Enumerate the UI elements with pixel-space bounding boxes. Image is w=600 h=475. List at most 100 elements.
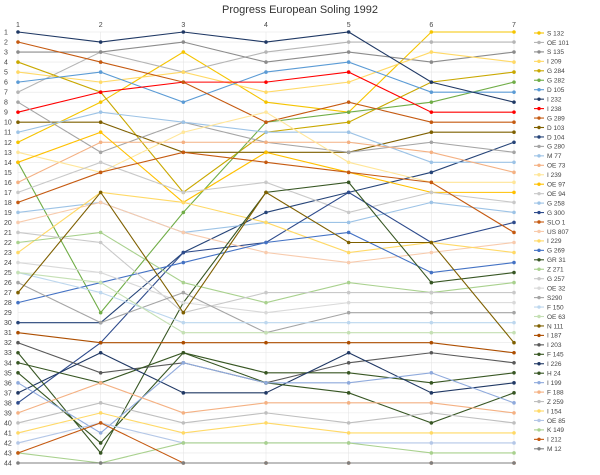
data-point bbox=[16, 280, 20, 285]
legend-item: OE 97 bbox=[534, 182, 566, 189]
legend-label: I 239 bbox=[547, 172, 562, 179]
data-point bbox=[346, 360, 351, 365]
data-point bbox=[512, 381, 516, 385]
y-tick-label: 28 bbox=[4, 300, 12, 307]
y-tick-label: 1 bbox=[4, 30, 8, 37]
legend-swatch-marker bbox=[537, 333, 541, 338]
legend-item: I 229 bbox=[534, 238, 562, 245]
data-point bbox=[429, 180, 434, 185]
legend-label: G 258 bbox=[547, 200, 565, 207]
data-point bbox=[512, 40, 516, 44]
series-g-257 bbox=[16, 230, 516, 315]
data-point bbox=[512, 411, 516, 415]
legend-item: GR 31 bbox=[534, 257, 566, 264]
y-tick-label: 22 bbox=[4, 240, 12, 247]
y-axis-ticks: 1234567891011121314151617181920212223242… bbox=[4, 30, 12, 468]
legend-label: I 203 bbox=[547, 342, 562, 349]
data-point bbox=[512, 330, 516, 335]
data-point bbox=[98, 451, 103, 455]
data-point bbox=[264, 411, 268, 415]
data-point bbox=[429, 451, 434, 455]
legend-item: F 150 bbox=[534, 304, 564, 311]
data-point bbox=[264, 70, 268, 74]
data-point bbox=[429, 340, 434, 345]
series-i-232 bbox=[16, 30, 516, 104]
data-point bbox=[429, 90, 434, 94]
data-point bbox=[346, 300, 351, 305]
data-point bbox=[346, 320, 351, 325]
data-point bbox=[346, 50, 351, 54]
legend-label: I 187 bbox=[547, 333, 562, 340]
legend-item: G 258 bbox=[534, 200, 565, 207]
data-point bbox=[16, 300, 20, 305]
data-point bbox=[264, 100, 268, 104]
data-point bbox=[16, 441, 20, 445]
data-point bbox=[264, 300, 268, 305]
data-point bbox=[264, 50, 268, 54]
data-point bbox=[346, 240, 351, 245]
data-point bbox=[98, 421, 103, 425]
data-point bbox=[264, 401, 268, 405]
legend-label: G 269 bbox=[547, 248, 565, 255]
y-tick-label: 3 bbox=[4, 50, 8, 57]
data-point bbox=[181, 350, 186, 355]
series-i-187 bbox=[16, 330, 516, 355]
legend-label: G 257 bbox=[547, 276, 565, 283]
series-oe-63 bbox=[16, 270, 516, 335]
data-point bbox=[181, 130, 186, 135]
data-point bbox=[181, 431, 186, 435]
legend-swatch-marker bbox=[537, 97, 541, 101]
legend-swatch-marker bbox=[537, 343, 541, 347]
y-tick-label: 41 bbox=[4, 430, 12, 437]
y-tick-label: 24 bbox=[4, 260, 12, 267]
legend-label: OE 97 bbox=[547, 182, 566, 189]
data-point bbox=[512, 150, 516, 155]
data-point bbox=[98, 280, 103, 285]
gridlines bbox=[17, 31, 515, 464]
y-tick-label: 26 bbox=[4, 280, 12, 287]
y-tick-label: 27 bbox=[4, 290, 12, 297]
y-tick-label: 36 bbox=[4, 380, 12, 387]
legend-item: G 257 bbox=[534, 276, 565, 283]
legend-swatch-marker bbox=[537, 248, 541, 253]
legend-swatch-marker bbox=[537, 380, 541, 385]
data-point bbox=[98, 411, 103, 415]
data-point bbox=[429, 310, 434, 315]
legend-item: F 145 bbox=[534, 352, 564, 359]
legend-swatch-marker bbox=[537, 324, 541, 328]
legend: S 132 OE 101 S 135 I 209 G 284 G 282 D 105 I 23… bbox=[534, 30, 569, 453]
data-point bbox=[512, 240, 516, 245]
data-point bbox=[346, 100, 351, 104]
legend-swatch-marker bbox=[537, 220, 541, 224]
data-point bbox=[429, 431, 434, 435]
data-point bbox=[512, 350, 516, 355]
legend-label: Z 259 bbox=[547, 399, 564, 406]
series-f-150 bbox=[16, 270, 516, 325]
data-point bbox=[16, 391, 20, 395]
data-point bbox=[16, 90, 20, 94]
legend-label: F 188 bbox=[547, 389, 564, 396]
data-point bbox=[264, 190, 268, 195]
data-point bbox=[264, 381, 268, 385]
data-point bbox=[181, 30, 186, 34]
legend-label: M 12 bbox=[547, 446, 562, 453]
data-point bbox=[346, 120, 351, 125]
series-i-154 bbox=[16, 411, 516, 435]
y-tick-label: 20 bbox=[4, 220, 12, 227]
series-us-807 bbox=[16, 200, 516, 265]
legend-swatch-marker bbox=[537, 447, 541, 451]
data-point bbox=[16, 80, 20, 84]
legend-label: US 807 bbox=[547, 229, 569, 236]
data-point bbox=[181, 80, 186, 84]
data-point bbox=[429, 110, 434, 114]
y-tick-label: 17 bbox=[4, 190, 12, 197]
legend-item: S 132 bbox=[534, 30, 564, 37]
legend-swatch-marker bbox=[537, 428, 541, 432]
data-point bbox=[16, 50, 20, 54]
data-point bbox=[16, 160, 20, 165]
data-point bbox=[16, 60, 20, 64]
series-lines bbox=[16, 30, 516, 465]
x-axis-ticks: 1 2 3 4 5 6 7 bbox=[16, 22, 516, 29]
data-point bbox=[98, 431, 103, 435]
data-point bbox=[346, 310, 351, 315]
